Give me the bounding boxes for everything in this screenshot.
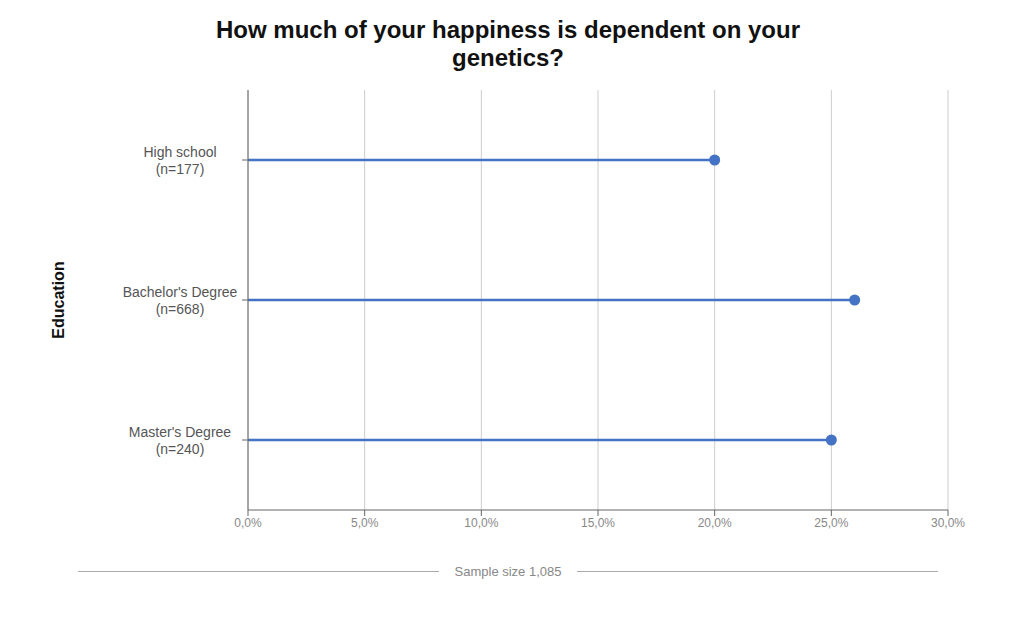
svg-text:10,0%: 10,0% <box>464 516 498 530</box>
svg-text:5,0%: 5,0% <box>351 516 379 530</box>
html-text:Sample size 1,085: Sample size 1,085 <box>454 564 562 579</box>
svg-text:25,0%: 25,0% <box>814 516 848 530</box>
svg-text:Education: Education <box>50 261 67 338</box>
html-text:How much of your happiness is: How much of your happiness is dependent … <box>216 16 800 71</box>
svg-text:Bachelor's Degree(n=668): Bachelor's Degree(n=668) <box>123 284 238 317</box>
svg-text:High school(n=177): High school(n=177) <box>143 144 216 177</box>
svg-text:20,0%: 20,0% <box>698 516 732 530</box>
svg-text:Master's Degree(n=240): Master's Degree(n=240) <box>129 424 231 457</box>
svg-text:0,0%: 0,0% <box>234 516 262 530</box>
svg-text:15,0%: 15,0% <box>581 516 615 530</box>
svg-text:30,0%: 30,0% <box>931 516 965 530</box>
